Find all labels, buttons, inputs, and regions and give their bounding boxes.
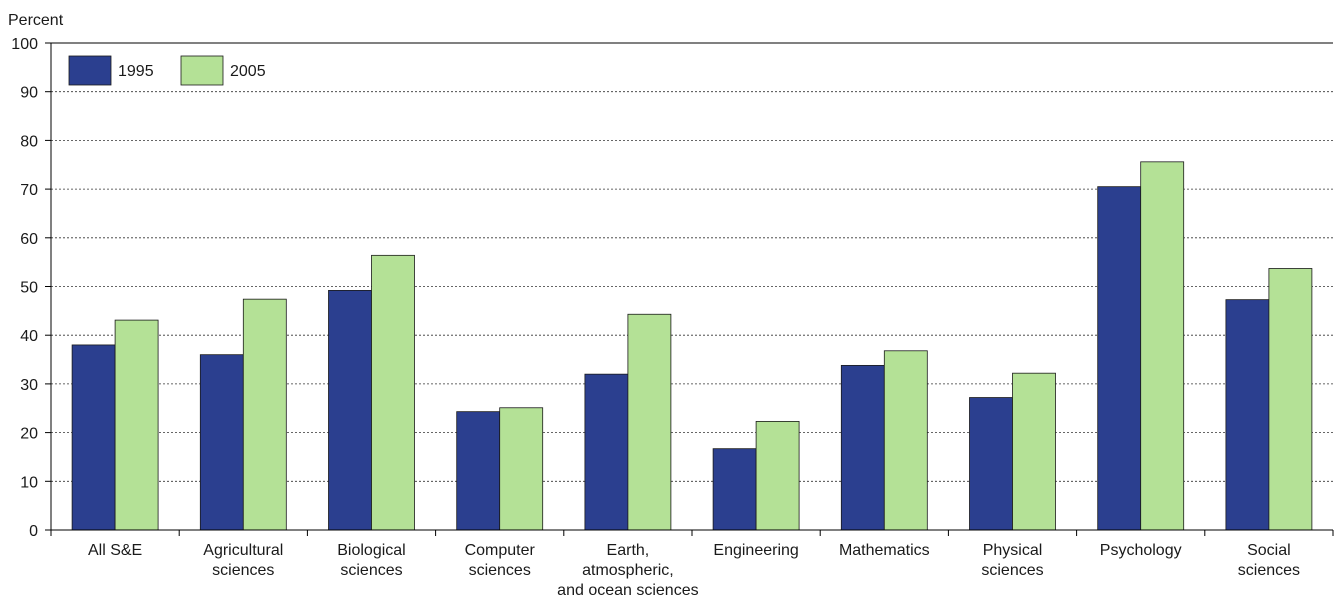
- legend-label-1995: 1995: [118, 63, 154, 80]
- bar-1995: [712, 448, 757, 531]
- bar-2005: [1012, 372, 1056, 531]
- y-tick-label: 30: [20, 377, 38, 394]
- bar-1995: [1097, 186, 1142, 531]
- bar-1995: [1225, 299, 1270, 531]
- y-tick-label: 90: [20, 85, 38, 102]
- category-label-line: sciences: [469, 562, 531, 579]
- category-label-line: All S&E: [88, 542, 142, 559]
- category-label: Computer sciences: [465, 542, 536, 579]
- category-label-line: Engineering: [713, 542, 798, 559]
- bar-1995: [840, 364, 885, 531]
- bar-2005: [371, 254, 415, 531]
- y-tick-label: 80: [20, 133, 38, 150]
- category-label-line: Computer: [465, 542, 536, 559]
- bar-2005: [627, 313, 672, 531]
- category-label: Psychology: [1100, 542, 1182, 559]
- bar-1995: [584, 373, 629, 531]
- bar-2005: [114, 319, 159, 531]
- bar-2005: [1268, 268, 1313, 531]
- category-label: Physical sciences: [981, 542, 1043, 579]
- axes: [50, 42, 1334, 536]
- bar-1995: [969, 397, 1013, 531]
- legend-label-2005: 2005: [230, 63, 266, 80]
- category-label-line: Earth,: [607, 542, 650, 559]
- legend-swatch-1995: [68, 55, 112, 86]
- legend: 1995 2005: [68, 55, 266, 86]
- y-axis-label: Percent: [8, 12, 64, 29]
- category-label: Biological sciences: [337, 542, 405, 579]
- legend-swatch-2005: [180, 55, 224, 86]
- bar-1995: [456, 411, 501, 531]
- category-label: Earth, atmospheric, and ocean sciences: [557, 542, 698, 599]
- y-tick-label: 70: [20, 182, 38, 199]
- category-label-line: Physical: [983, 542, 1043, 559]
- category-label-line: sciences: [212, 562, 274, 579]
- y-tick-label: 100: [11, 36, 38, 53]
- bar-2005: [499, 407, 544, 531]
- bar-2005: [755, 420, 800, 531]
- y-tick-label: 0: [29, 523, 38, 540]
- bar-1995: [199, 354, 244, 531]
- category-label: Engineering: [713, 542, 798, 559]
- category-label-line: and ocean sciences: [557, 582, 698, 599]
- category-label-line: Agricultural: [203, 542, 283, 559]
- bar-1995: [71, 344, 116, 531]
- category-label-line: atmospheric,: [582, 562, 674, 579]
- y-tick-label: 20: [20, 426, 38, 443]
- bar-2005: [1140, 161, 1185, 531]
- category-label-line: Biological: [337, 542, 405, 559]
- bar-2005: [883, 350, 928, 531]
- bar-1995: [328, 289, 372, 531]
- category-label: Social sciences: [1238, 542, 1300, 579]
- y-axis-ticks: 0 10 20 30 40 50 60 70 80 90 100: [11, 36, 51, 540]
- y-tick-label: 50: [20, 280, 38, 297]
- category-label-line: sciences: [340, 562, 402, 579]
- bars: [71, 161, 1313, 531]
- category-label: Agricultural sciences: [203, 542, 283, 579]
- category-label-line: sciences: [981, 562, 1043, 579]
- y-tick-label: 10: [20, 474, 38, 491]
- category-label-line: sciences: [1238, 562, 1300, 579]
- y-tick-label: 60: [20, 231, 38, 248]
- category-label-line: Social: [1247, 542, 1291, 559]
- category-label: All S&E: [88, 542, 142, 559]
- y-tick-label: 40: [20, 328, 38, 345]
- x-axis-labels: All S&E Agricultural sciences Biological sci…: [88, 542, 1300, 599]
- bar-2005: [242, 298, 287, 531]
- category-label: Mathematics: [839, 542, 930, 559]
- category-label-line: Psychology: [1100, 542, 1182, 559]
- category-label-line: Mathematics: [839, 542, 930, 559]
